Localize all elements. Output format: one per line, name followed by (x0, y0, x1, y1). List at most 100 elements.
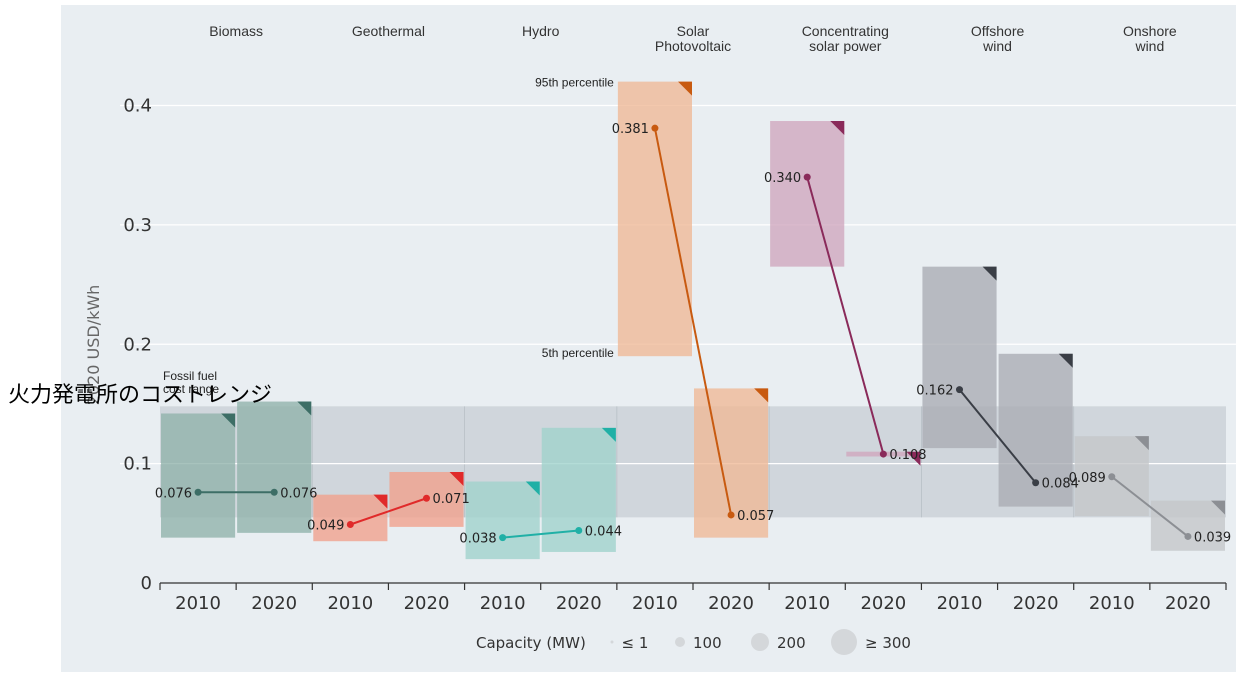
legend: Capacity (MW) ≤ 1 100 200 ≥ 300 (476, 629, 911, 655)
trend-line-3 (653, 127, 733, 516)
point-3-2010 (651, 124, 659, 132)
trend-line-1 (350, 497, 427, 526)
xtick-0-2020: 2020 (251, 593, 297, 614)
xtick-1-2020: 2020 (404, 593, 450, 614)
overlay-caption: 火力発電所のコストレンジ (8, 383, 273, 408)
point-2-2020 (575, 526, 583, 534)
range-box-2-2010 (465, 481, 540, 560)
point-0-2010 (194, 488, 202, 496)
xtick-2-2010: 2010 (480, 593, 526, 614)
corner-marker-1-2020 (449, 471, 464, 486)
tech-label-0-0: Biomass (209, 23, 263, 39)
trend-line-4 (806, 176, 885, 455)
value-label-0-2010: 0.076 (155, 486, 192, 501)
corner-marker-0-2020 (297, 401, 312, 416)
corner-marker-5-2010 (982, 266, 997, 281)
value-label-2-2010: 0.038 (459, 532, 496, 547)
ytick-label-2: 0.2 (123, 334, 152, 355)
value-label-6-2020: 0.039 (1194, 530, 1231, 545)
corner-marker-0-2010 (221, 413, 236, 428)
point-3-2020 (727, 511, 735, 519)
xtick-3-2010: 2010 (632, 593, 678, 614)
xtick-1-2010: 2010 (327, 593, 373, 614)
axes (159, 582, 1227, 590)
trend-lines (194, 124, 1192, 542)
percentile-5-label: 5th percentile (542, 346, 614, 360)
xtick-4-2020: 2020 (860, 593, 906, 614)
point-6-2010 (1108, 473, 1116, 481)
y-axis-label: 2020 USD/kWh (84, 285, 103, 406)
corner-marker-4-2010 (830, 121, 845, 136)
legend-circle-3 (831, 629, 857, 655)
xtick-6-2020: 2020 (1165, 593, 1211, 614)
value-label-1-2020: 0.071 (433, 492, 470, 507)
value-label-6-2010: 0.089 (1069, 471, 1106, 486)
ytick-label-1: 0.1 (123, 454, 152, 475)
range-box-1-2010 (313, 494, 388, 542)
legend-item-3: ≥ 300 (865, 634, 911, 652)
tech-label-2-0: Hydro (522, 23, 560, 39)
tech-label-1-0: Geothermal (352, 23, 425, 39)
fossil-fuel-label-line-0: Fossil fuel (163, 369, 217, 383)
range-box-6-2020 (1150, 500, 1225, 551)
range-box-0-2020 (237, 401, 312, 533)
xtick-6-2010: 2010 (1089, 593, 1135, 614)
legend-circle-0 (610, 640, 614, 644)
corner-marker-2-2010 (525, 481, 540, 496)
value-label-0-2020: 0.076 (280, 486, 317, 501)
tech-label-5-1: wind (982, 38, 1012, 54)
ytick-label-4: 0.4 (123, 96, 152, 117)
legend-item-0: ≤ 1 (622, 634, 649, 652)
corner-marker-6-2020 (1211, 500, 1225, 515)
corner-marker-1-2010 (373, 494, 388, 509)
legend-circle-1 (675, 637, 685, 647)
legend-item-2: 200 (777, 634, 806, 652)
trend-line-2 (502, 529, 579, 539)
corner-marker-5-2020 (1058, 353, 1073, 368)
xtick-2-2020: 2020 (556, 593, 602, 614)
value-label-2-2020: 0.044 (585, 524, 622, 539)
ytick-label-3: 0.3 (123, 215, 152, 236)
value-label-1-2010: 0.049 (307, 519, 344, 534)
value-label-5-2020: 0.084 (1042, 477, 1079, 492)
range-box-0-2010 (161, 413, 236, 538)
range-box-4-2010 (770, 121, 845, 267)
point-5-2020 (1032, 479, 1040, 487)
point-0-2020 (270, 488, 278, 496)
value-label-5-2010: 0.162 (916, 384, 953, 399)
point-1-2010 (346, 521, 354, 529)
tech-label-4-1: solar power (809, 38, 882, 54)
legend-item-1: 100 (693, 634, 722, 652)
tech-label-3-0: Solar (677, 23, 710, 39)
xtick-3-2020: 2020 (708, 593, 754, 614)
xtick-5-2020: 2020 (1013, 593, 1059, 614)
legend-title: Capacity (MW) (476, 634, 586, 652)
ytick-label-0: 0 (141, 573, 152, 594)
point-1-2020 (423, 494, 430, 502)
value-label-4-2010: 0.340 (764, 171, 801, 186)
point-4-2010 (803, 173, 811, 181)
tech-label-6-0: Onshore (1123, 23, 1177, 39)
point-5-2010 (956, 386, 963, 394)
tech-label-3-1: Photovoltaic (655, 38, 731, 54)
range-box-5-2010 (922, 266, 997, 449)
percentile-95-label: 95th percentile (535, 76, 614, 90)
legend-circle-2 (751, 633, 769, 651)
value-label-3-2010: 0.381 (612, 122, 649, 137)
xtick-4-2010: 2010 (784, 593, 830, 614)
value-label-3-2020: 0.057 (737, 509, 774, 524)
corner-marker-2-2020 (601, 427, 616, 442)
tech-label-5-0: Offshore (971, 23, 1025, 39)
fossil-fuel-label-line-1: cost range (163, 382, 219, 396)
point-6-2020 (1184, 532, 1192, 540)
trend-line-5 (958, 388, 1037, 484)
xtick-5-2010: 2010 (937, 593, 983, 614)
corner-marker-3-2010 (678, 81, 692, 96)
tech-label-6-1: wind (1134, 38, 1164, 54)
point-4-2020 (879, 450, 887, 458)
corner-marker-4-2020 (906, 451, 921, 466)
tech-label-4-0: Concentrating (802, 23, 889, 39)
corner-marker-6-2010 (1134, 436, 1149, 451)
